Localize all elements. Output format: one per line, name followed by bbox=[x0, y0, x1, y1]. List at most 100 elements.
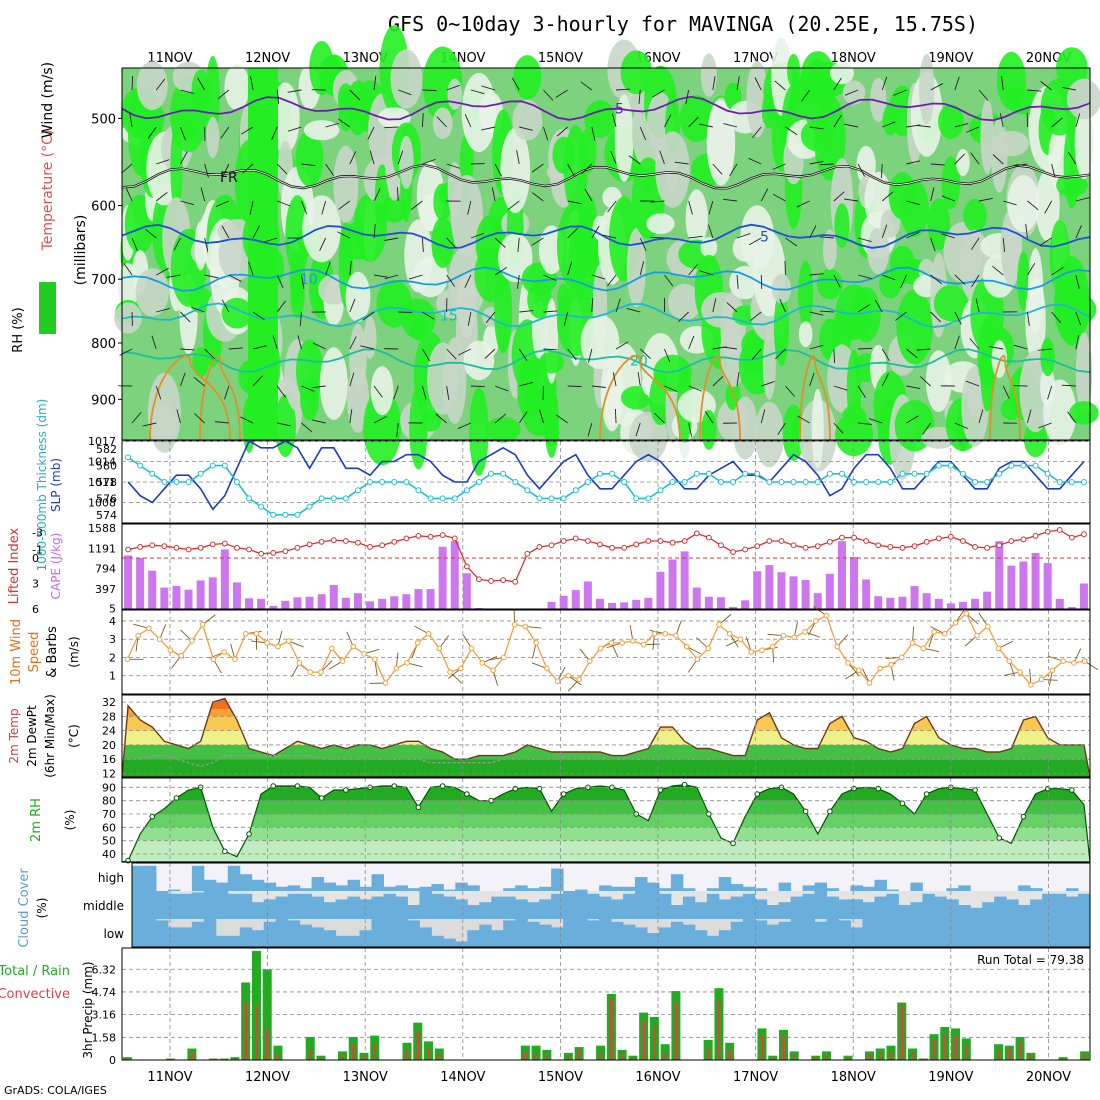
rh-patch bbox=[513, 55, 542, 100]
wind-barb bbox=[194, 413, 205, 424]
convective-bar bbox=[922, 1058, 925, 1060]
rh-patch bbox=[205, 55, 220, 138]
cloud-bar bbox=[431, 884, 444, 891]
cloud-bar bbox=[539, 924, 552, 947]
cloud-bar bbox=[599, 885, 612, 891]
wind-barb bbox=[591, 126, 596, 141]
li-point bbox=[488, 578, 494, 584]
li-point bbox=[693, 530, 700, 537]
cloud-bar bbox=[515, 899, 528, 919]
wind-barb bbox=[349, 261, 352, 276]
thickness-point bbox=[197, 470, 204, 477]
wind-speed-point bbox=[812, 618, 819, 624]
thickness-point bbox=[1068, 479, 1075, 485]
cloud-bar bbox=[227, 935, 241, 947]
cloud-bar bbox=[778, 921, 792, 947]
rh-label: RH (%) bbox=[11, 307, 26, 352]
wind-barb bbox=[1027, 311, 1030, 326]
wind-barb bbox=[712, 376, 724, 387]
cloud-bar bbox=[419, 927, 432, 947]
wind-barb bbox=[494, 413, 507, 424]
wind-barb bbox=[971, 274, 980, 288]
cloud-bar bbox=[1078, 893, 1091, 919]
wind-barb bbox=[145, 228, 157, 239]
cape-bar bbox=[184, 589, 193, 609]
cloud-bar bbox=[551, 868, 564, 891]
li-point bbox=[258, 550, 265, 557]
li-point bbox=[1056, 527, 1063, 533]
cloud-bar bbox=[611, 921, 624, 947]
cape-bar bbox=[632, 599, 641, 609]
cloud-bar bbox=[167, 927, 181, 947]
convective-bar bbox=[1018, 1041, 1022, 1060]
wind-barb bbox=[349, 151, 357, 165]
wind-barb bbox=[1051, 163, 1056, 178]
thickness-point bbox=[463, 487, 470, 494]
cape-bar bbox=[462, 573, 471, 609]
wind-speed-point bbox=[640, 641, 647, 648]
wind-barb bbox=[1003, 200, 1017, 206]
rh-patch bbox=[1027, 248, 1044, 335]
cape-bar bbox=[716, 597, 725, 609]
li-tick: 6 bbox=[32, 603, 39, 616]
wind-barb bbox=[435, 413, 447, 424]
wind-barb bbox=[494, 237, 506, 248]
wind10-label-1: 10m Wind bbox=[9, 619, 24, 685]
wind-barb bbox=[954, 274, 966, 285]
li-point bbox=[826, 538, 833, 545]
wind-barb bbox=[751, 348, 762, 360]
wind-barb bbox=[228, 274, 242, 282]
wind-barb bbox=[494, 163, 502, 177]
temp-contour bbox=[799, 354, 831, 441]
precip-tick: 1.58 bbox=[92, 1031, 117, 1044]
thickness-point bbox=[500, 470, 507, 477]
wind-speed-point bbox=[1060, 658, 1066, 664]
wind-barb bbox=[422, 311, 435, 320]
rh-point bbox=[560, 791, 567, 797]
wind-barb bbox=[654, 412, 665, 424]
thickness-point bbox=[512, 479, 519, 485]
wind-barb bbox=[301, 385, 315, 392]
wind-speed-point bbox=[393, 665, 400, 672]
li-point bbox=[1081, 531, 1087, 538]
convective-bar bbox=[534, 1052, 538, 1060]
cloud-bar bbox=[802, 893, 816, 919]
precip-bar bbox=[273, 1045, 283, 1060]
rh-patch bbox=[191, 69, 210, 115]
cloud-bar bbox=[443, 938, 456, 947]
wind-barb bbox=[930, 274, 942, 285]
wind-barb bbox=[699, 123, 713, 128]
wind-barb bbox=[1037, 348, 1052, 351]
thickness-point bbox=[681, 479, 688, 485]
cloud-bar bbox=[958, 919, 971, 947]
cloud-bar bbox=[1030, 888, 1043, 891]
wind-barb bbox=[723, 123, 738, 128]
rh2m-unit: (%) bbox=[63, 810, 77, 831]
wind-barb bbox=[723, 198, 738, 202]
wind-barb bbox=[954, 153, 965, 165]
wind-barb bbox=[965, 126, 980, 133]
rh-point bbox=[222, 848, 228, 855]
cape-bar bbox=[753, 571, 762, 609]
cape-bar bbox=[668, 559, 677, 609]
cloud-bar bbox=[155, 891, 169, 919]
wind-barb bbox=[470, 385, 485, 387]
wind-speed-point bbox=[651, 630, 658, 637]
wind-barb bbox=[612, 372, 617, 387]
wind-barb bbox=[1027, 200, 1039, 211]
rh-band bbox=[122, 827, 1090, 841]
wind-barb bbox=[422, 89, 437, 92]
cape-bar bbox=[426, 589, 435, 609]
li-point bbox=[270, 550, 277, 556]
thickness-point bbox=[705, 470, 712, 477]
li-point bbox=[1032, 533, 1039, 539]
wind-barb bbox=[588, 348, 593, 363]
date-label-top: 19NOV bbox=[928, 51, 973, 66]
wind-barb bbox=[614, 408, 617, 424]
wind-barb bbox=[518, 348, 528, 361]
cloud-bar bbox=[251, 879, 265, 891]
rh-point bbox=[754, 791, 761, 797]
pressure-tick: 600 bbox=[91, 200, 116, 215]
convective-bar bbox=[1029, 1054, 1033, 1060]
cloud-bar bbox=[754, 899, 768, 919]
